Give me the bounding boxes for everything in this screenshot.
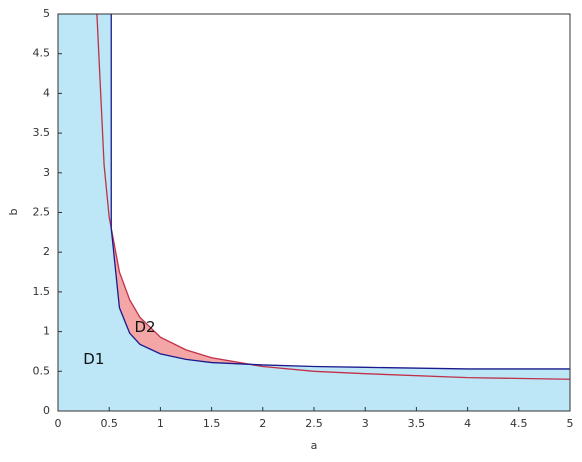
y-tick-label: 2.5 [33,206,51,219]
boundary-line [110,14,570,370]
y-tick-label: 1.5 [33,285,51,298]
x-tick-label: 4.5 [510,417,528,430]
y-tick-label: 5 [43,7,50,20]
y-tick-label: 4.5 [33,47,51,60]
y-tick-label: 1 [43,325,50,338]
y-tick-label: 4 [43,86,50,99]
y-tick-label: 3 [43,166,50,179]
x-tick-label: 2.5 [305,417,323,430]
y-tick-label: 0 [43,404,50,417]
y-tick-label: 2 [43,245,50,258]
x-tick-label: 0 [55,417,62,430]
x-tick-label: 3.5 [408,417,426,430]
y-tick-label: 3.5 [33,126,51,139]
x-tick-label: 3 [362,417,369,430]
x-tick-label: 0.5 [100,417,118,430]
y-axis-label: b [7,208,20,215]
x-axis-label: a [311,439,318,452]
x-tick-label: 5 [567,417,574,430]
y-tick-label: 0.5 [33,364,51,377]
x-tick-label: 1 [157,417,164,430]
region-fill [58,14,570,411]
x-tick-label: 1.5 [203,417,221,430]
x-tick-label: 4 [464,417,471,430]
x-tick-label: 2 [259,417,266,430]
region-label: D2 [134,318,155,336]
regions [58,14,570,411]
region-label: D1 [83,350,104,368]
